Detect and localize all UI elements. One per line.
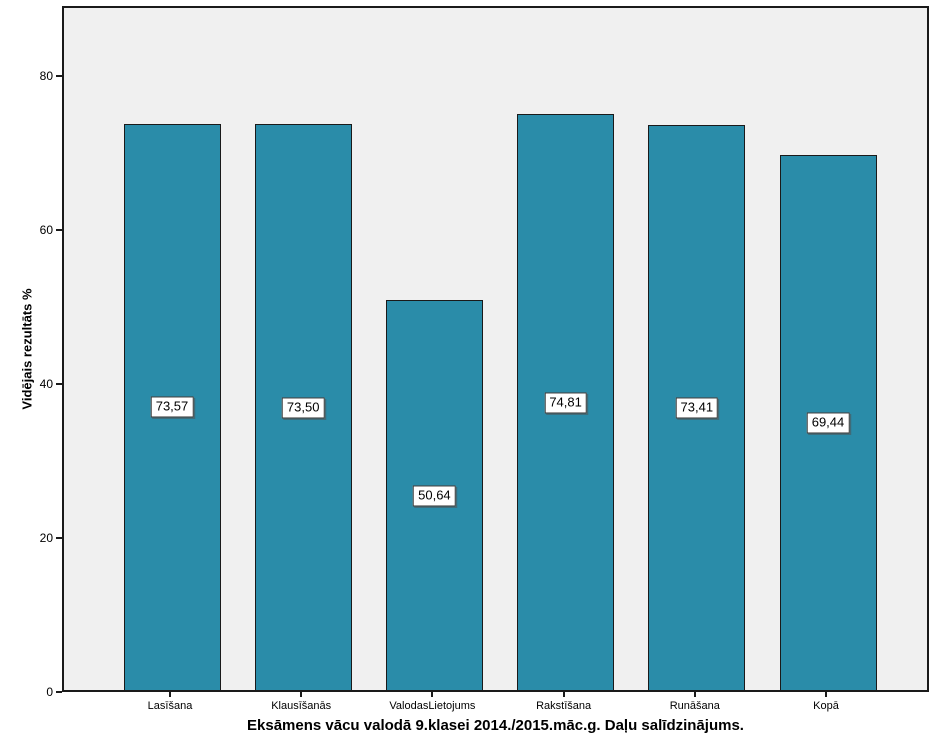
y-tick-mark (56, 537, 62, 540)
bar-lasīšana: 73,57 (123, 123, 221, 690)
bar-value-label: 74,81 (544, 392, 587, 413)
bar-value-label: 69,44 (806, 412, 850, 434)
chart-title: Eksāmens vācu valodā 9.klasei 2014./2015… (247, 717, 744, 734)
y-tick-mark (56, 691, 62, 693)
x-category-label: ValodasLietojums (389, 700, 476, 712)
y-tick-label: 0 (46, 685, 53, 699)
bar-klausīšanās: 73,50 (254, 124, 352, 690)
x-category-label: Runāšana (669, 700, 720, 712)
y-axis-title: Vidējais rezultāts % (19, 288, 35, 410)
bar-value-label: 73,41 (675, 397, 719, 419)
y-tick-mark (56, 75, 62, 78)
plot-area: 73,57 73,50 50,64 74,81 73,41 69,44 (62, 6, 929, 692)
x-tick-mark (825, 692, 827, 697)
x-tick-mark (431, 692, 434, 697)
x-tick-mark (300, 692, 303, 697)
bar-kopā: 69,44 (779, 155, 877, 690)
bar-value-label: 73,50 (281, 397, 325, 419)
y-tick-label: 80 (39, 69, 53, 84)
y-tick-label: 20 (39, 531, 53, 546)
x-category-label: Klausīšanās (271, 700, 332, 712)
x-category-label: Kopā (813, 700, 839, 712)
bar-value-label: 73,57 (150, 396, 194, 418)
bar-valodaslietojums: 50,64 (385, 300, 483, 690)
bar-value-label: 50,64 (413, 485, 456, 507)
y-tick-label: 60 (39, 223, 53, 238)
bar-rakstīšana: 74,81 (517, 114, 615, 690)
x-category-label: Lasīšana (147, 700, 193, 712)
y-tick-mark (56, 383, 62, 386)
x-category-label: Rakstīšana (536, 700, 592, 712)
y-tick-mark (56, 229, 62, 232)
x-tick-mark (169, 692, 171, 697)
x-tick-mark (562, 692, 565, 697)
x-tick-mark (693, 692, 696, 697)
y-tick-label: 40 (39, 377, 53, 392)
bar-runāšana: 73,41 (648, 124, 746, 690)
